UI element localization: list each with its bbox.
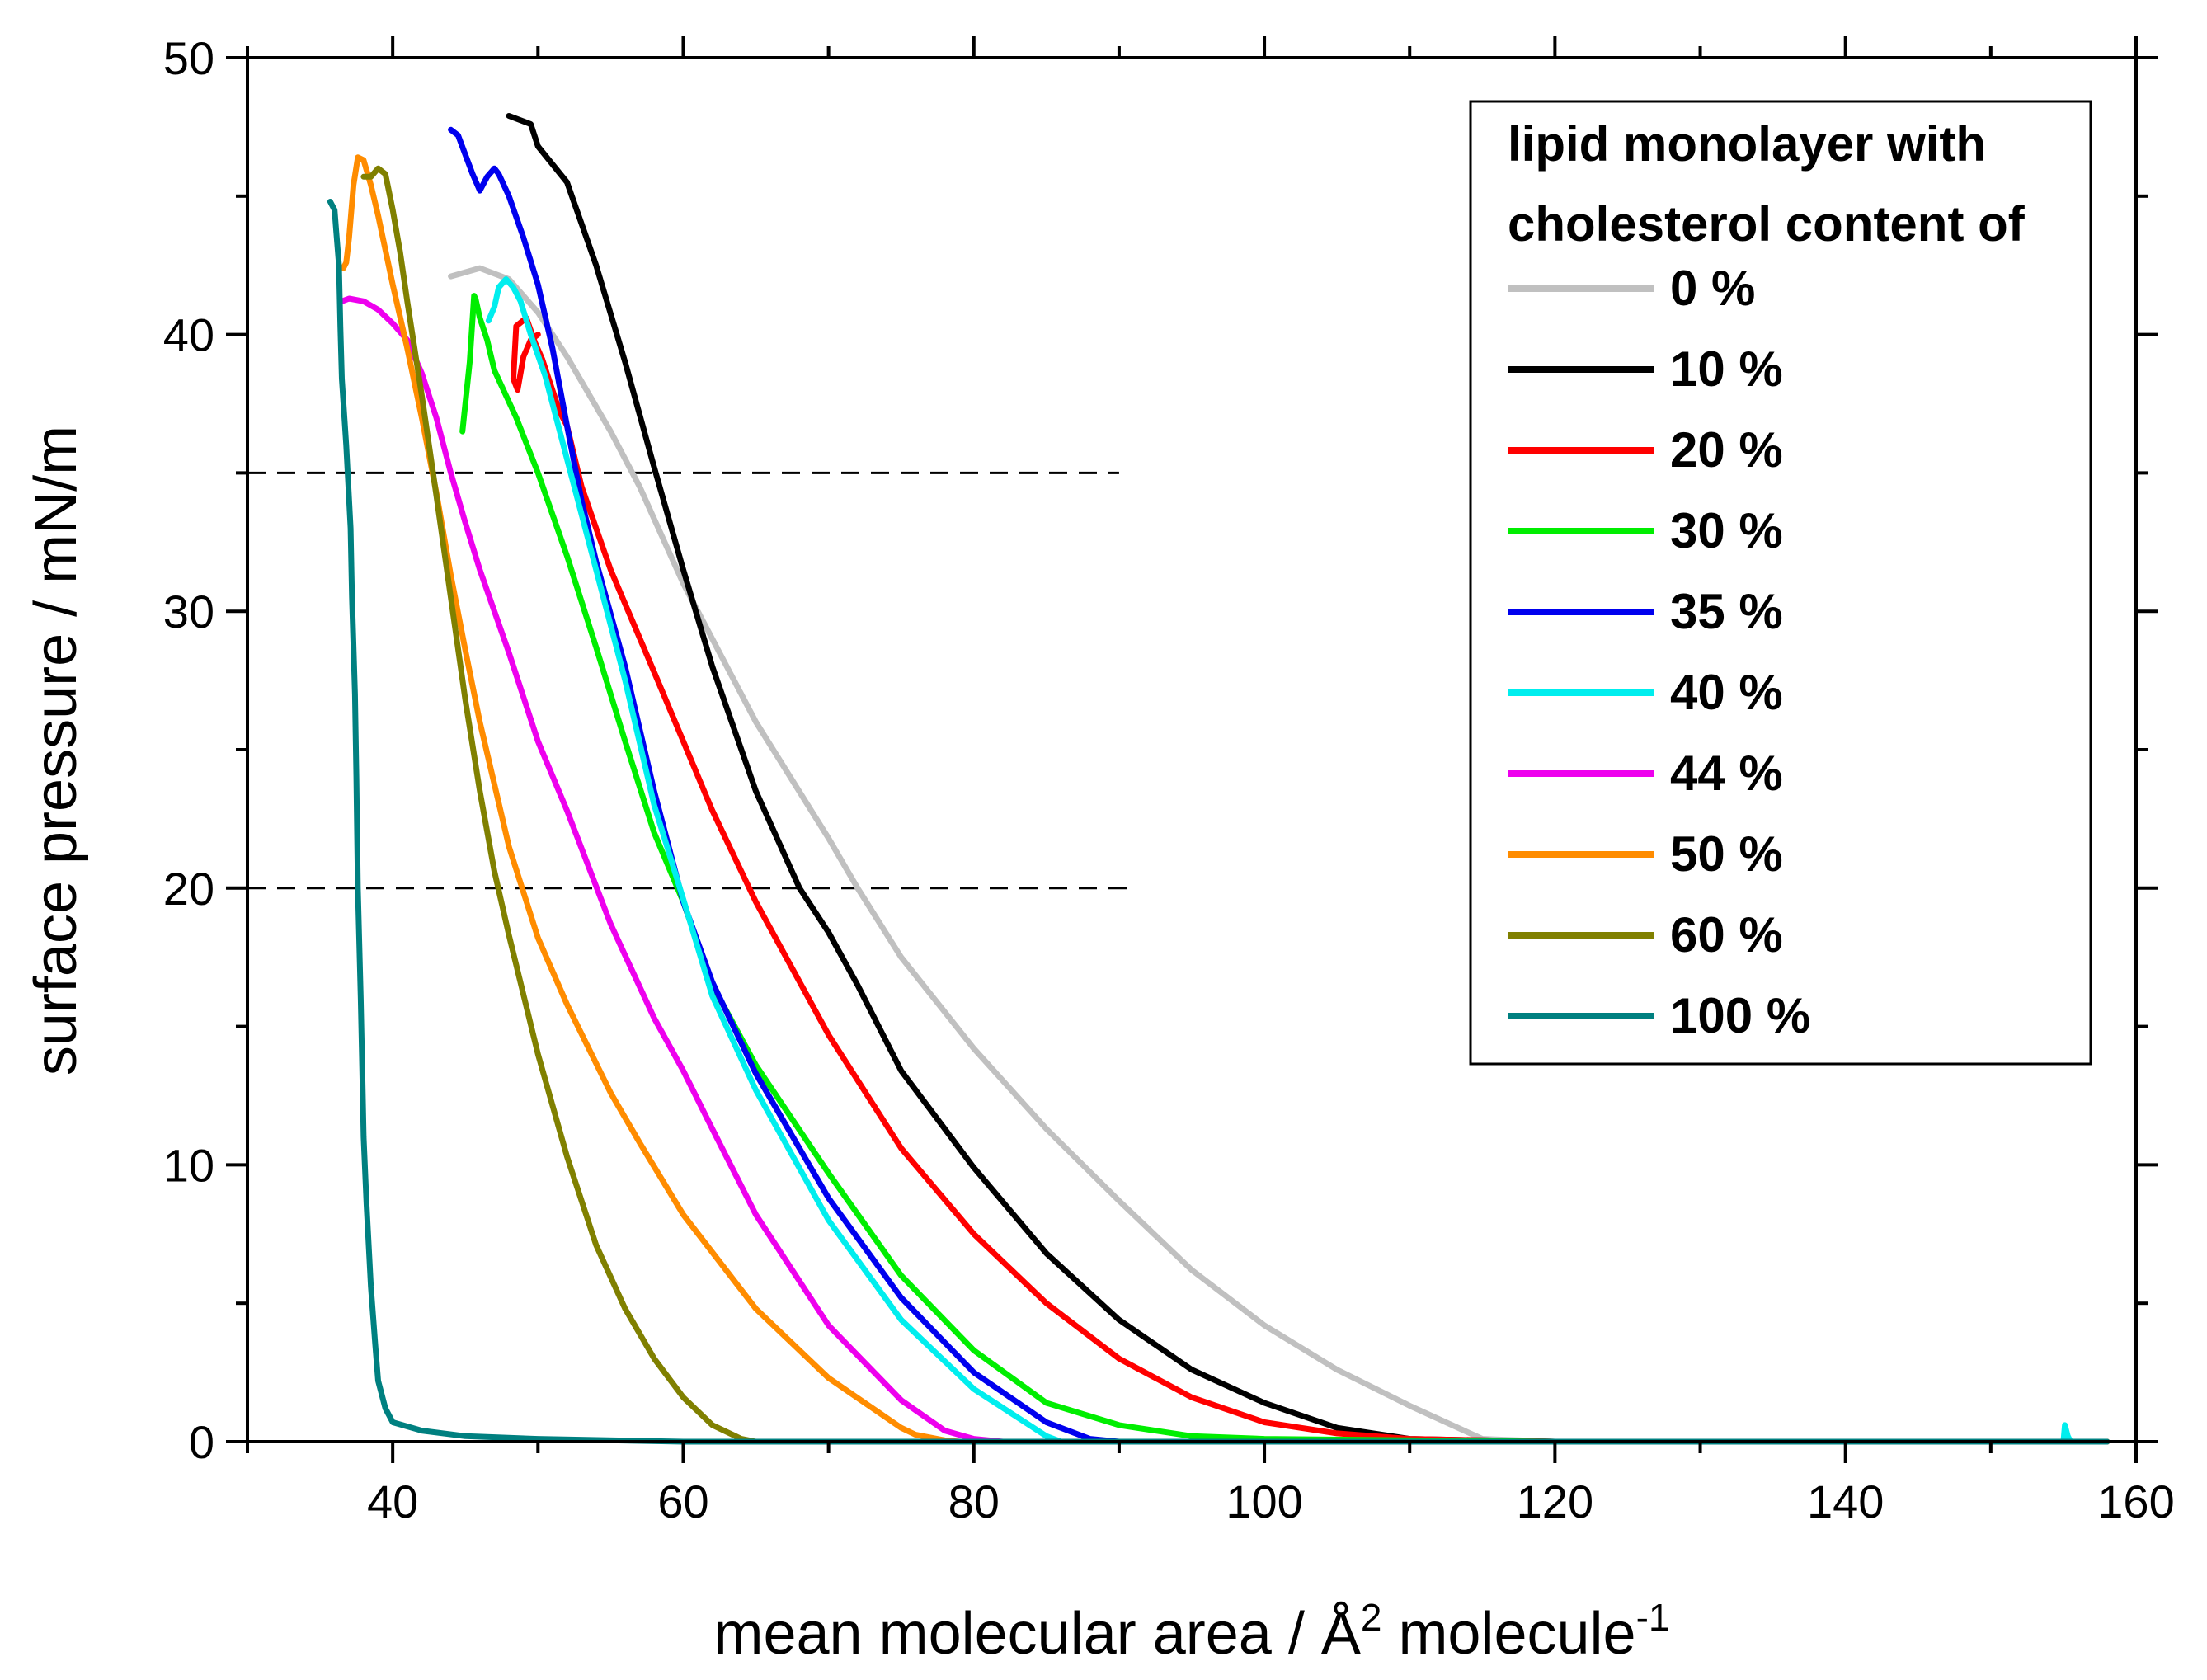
axis-ticks — [226, 36, 2158, 1463]
x-axis-title-main: mean molecular area / Å — [713, 1601, 1360, 1667]
y-tick-label: 10 — [163, 1139, 214, 1191]
legend-label: 40 % — [1670, 665, 1783, 720]
legend-label: 100 % — [1670, 988, 1810, 1043]
x-tick-label: 160 — [2097, 1475, 2174, 1527]
legend-label: 10 % — [1670, 341, 1783, 397]
y-tick-label: 50 — [163, 32, 214, 84]
legend-label: 20 % — [1670, 422, 1783, 478]
legend-entries: 0 % 10 % 20 % 30 % 35 % 40 % 44 % 50 % 60 % 100 % — [1508, 261, 1810, 1043]
legend-label: 50 % — [1670, 826, 1783, 882]
legend-label: 35 % — [1670, 584, 1783, 639]
series-line-0-percent — [448, 265, 2111, 1445]
x-tick-label: 80 — [948, 1475, 1000, 1527]
x-axis-title-sup1: 2 — [1361, 1596, 1382, 1639]
legend-title-line2: cholesterol content of — [1508, 196, 2026, 252]
legend-label: 30 % — [1670, 503, 1783, 558]
x-tick-label: 40 — [367, 1475, 418, 1527]
x-axis-title-mid: molecule — [1381, 1601, 1635, 1667]
legend-label: 0 % — [1670, 261, 1755, 316]
legend: lipid monolayer with cholesterol content… — [1469, 100, 2092, 1066]
series-line-30-percent — [459, 293, 2111, 1445]
legend-label: 60 % — [1670, 907, 1783, 962]
x-tick-label: 60 — [657, 1475, 708, 1527]
x-tick-label: 100 — [1226, 1475, 1302, 1527]
y-tick-label: 40 — [163, 309, 214, 361]
y-tick-label: 30 — [163, 586, 214, 638]
y-tick-label: 0 — [189, 1416, 214, 1468]
tick-labels: 40 60 80 100 120 140 160 0 10 20 30 40 50 — [163, 32, 2175, 1527]
series-line-20-percent — [510, 315, 2111, 1445]
legend-box — [1469, 100, 2092, 1066]
x-axis-title-sup2: -1 — [1636, 1596, 1670, 1639]
x-axis-title: mean molecular area / Å2 molecule-1 — [713, 1596, 1669, 1667]
reference-lines — [247, 471, 1134, 890]
legend-label: 44 % — [1670, 746, 1783, 801]
y-tick-label: 20 — [163, 863, 214, 915]
x-tick-label: 120 — [1517, 1475, 1593, 1527]
x-tick-label: 140 — [1807, 1475, 1884, 1527]
y-axis-title: surface pressure / mN/m — [23, 426, 89, 1075]
legend-title-line1: lipid monolayer with — [1508, 116, 1986, 172]
series-line-10-percent — [506, 113, 2111, 1445]
